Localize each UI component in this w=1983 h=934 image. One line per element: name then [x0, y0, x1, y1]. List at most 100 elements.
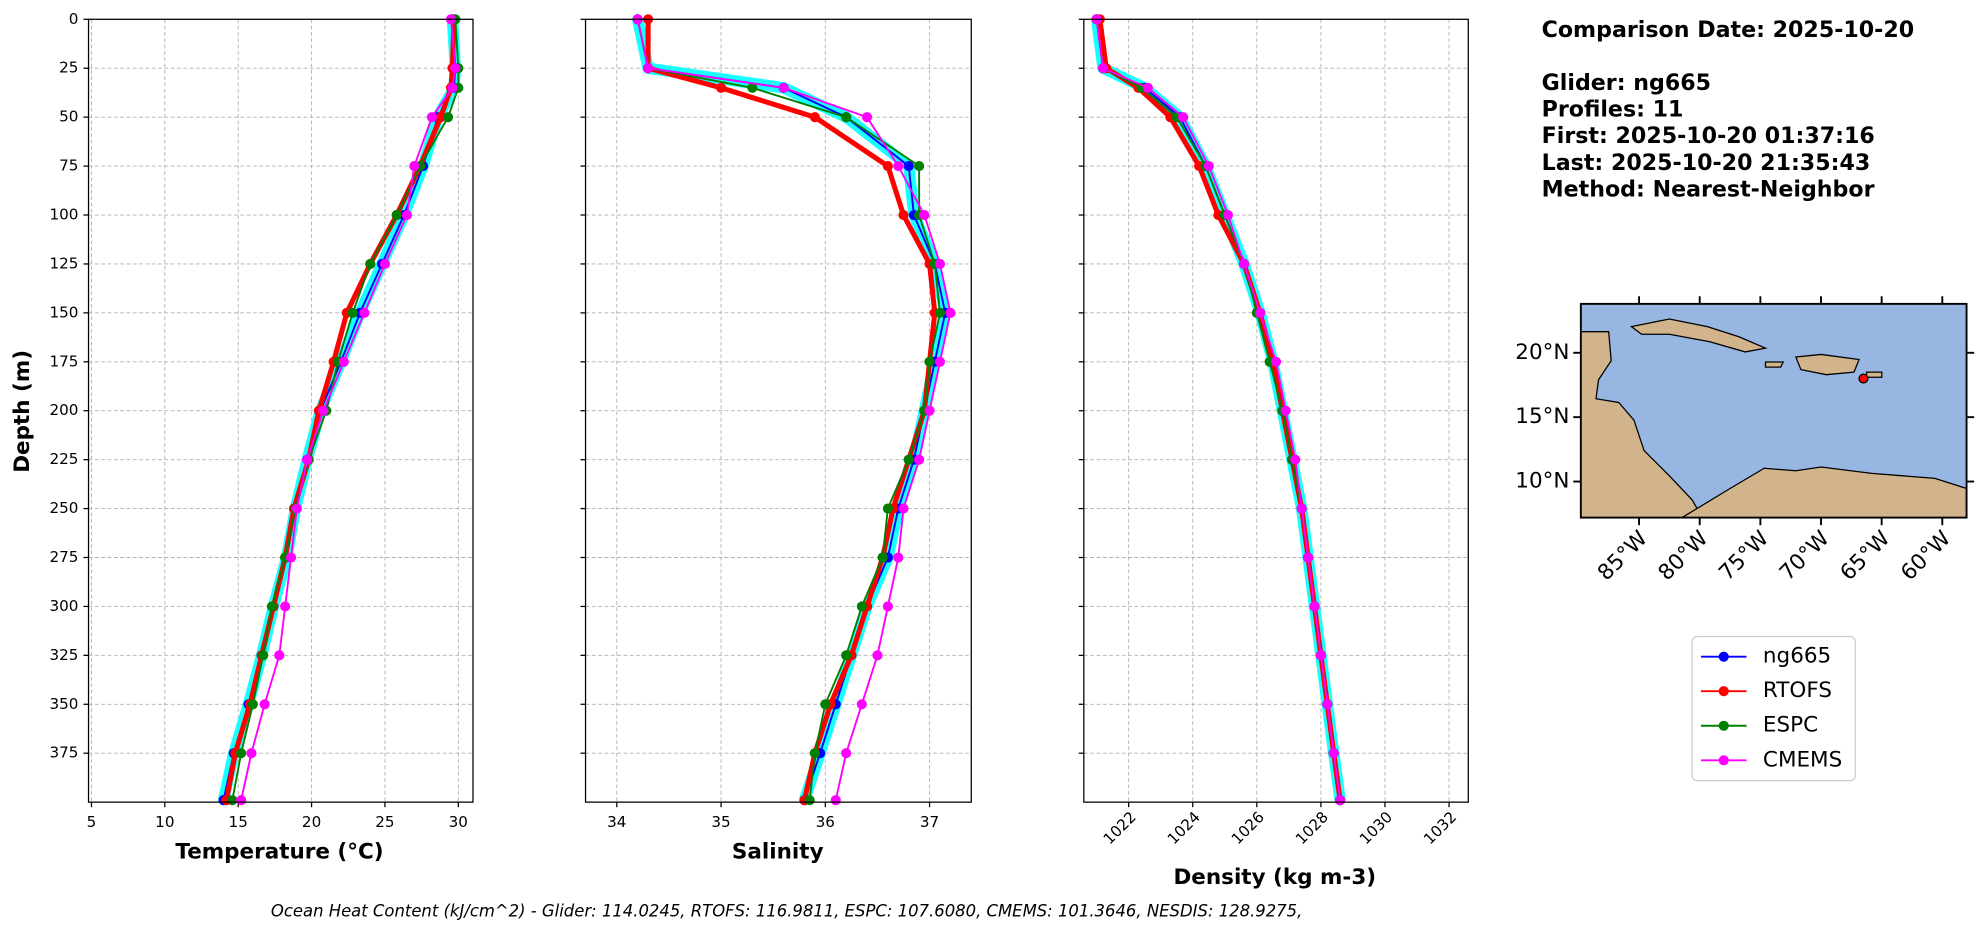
profile-marker — [1238, 258, 1250, 270]
plot-frame — [1083, 18, 1469, 803]
y-tick-label: 100 — [49, 206, 78, 224]
y-tick-label: 275 — [49, 548, 78, 566]
legend-marker — [1718, 755, 1729, 766]
profile-line — [636, 19, 941, 801]
y-tick-label: 350 — [49, 695, 78, 713]
profile-marker — [302, 454, 313, 465]
profile-marker — [442, 112, 454, 123]
profile-marker — [1203, 161, 1214, 172]
profile-marker — [778, 82, 789, 93]
info-block: Comparison Date: 2025-10-20 Glider: ng66… — [1542, 17, 1915, 202]
y-tick-label: 125 — [49, 254, 78, 272]
profile-marker — [945, 307, 956, 318]
y-tick-label: 150 — [49, 303, 78, 321]
profile-marker — [830, 795, 841, 806]
profile-line — [1097, 18, 1343, 801]
profile-marker — [820, 699, 831, 710]
profile-band — [1090, 18, 1346, 801]
info-text: Profiles: 11 — [1542, 97, 1684, 123]
legend-marker — [1718, 651, 1729, 662]
profile-marker — [1254, 307, 1266, 318]
profile-marker — [882, 601, 893, 612]
x-tick-label: 10 — [155, 813, 174, 831]
profile-marker — [898, 209, 909, 221]
profile-marker — [359, 307, 370, 318]
x-tick-label: 1022 — [1100, 808, 1140, 848]
y-tick-label: 15°N — [1515, 404, 1569, 429]
x-tick-label: 1032 — [1420, 808, 1460, 848]
info-text: Method: Nearest-Neighbor — [1542, 176, 1875, 202]
info-text: First: 2025-10-20 01:37:16 — [1542, 123, 1875, 149]
x-tick-label: 36 — [816, 813, 835, 831]
profile-marker — [259, 699, 270, 710]
profile-marker — [447, 82, 458, 93]
profile-marker — [893, 552, 904, 563]
profile-marker — [716, 82, 727, 93]
profile-marker — [841, 748, 852, 759]
profile-marker — [903, 454, 914, 465]
profile-marker — [450, 63, 461, 74]
profile-line — [231, 19, 460, 801]
profile-marker — [856, 699, 867, 710]
x-tick-label: 37 — [920, 813, 939, 831]
profile-marker — [914, 454, 925, 465]
x-tick-label: 30 — [449, 813, 468, 831]
profile-line — [1095, 19, 1342, 801]
legend-label: RTOFS — [1763, 678, 1832, 703]
map — [1579, 302, 1968, 519]
y-tick-label: 375 — [49, 744, 78, 762]
legend-marker — [1718, 720, 1729, 731]
profile-marker — [1280, 405, 1291, 416]
land-cuba — [1629, 318, 1768, 353]
x-tick-label: 65°W — [1836, 526, 1896, 586]
y-tick-label: 0 — [69, 10, 79, 28]
x-tick-label: 70°W — [1775, 526, 1835, 586]
profile-marker — [409, 161, 420, 172]
profile-marker — [1328, 748, 1339, 759]
y-tick-label: 75 — [59, 157, 78, 175]
legend-label: ng665 — [1763, 644, 1831, 669]
y-tick-label: 25 — [59, 59, 78, 77]
y-tick-label: 175 — [49, 352, 78, 370]
x-tick-label: 1028 — [1292, 808, 1332, 848]
x-tick-label: 1030 — [1356, 808, 1396, 848]
profile-marker — [347, 307, 358, 318]
legend-marker — [1718, 686, 1729, 697]
x-tick-label: 20 — [302, 813, 321, 831]
profile-line — [1095, 19, 1342, 801]
plot-frame — [87, 18, 474, 803]
profile-line — [1095, 19, 1342, 801]
y-tick-label: 10°N — [1515, 469, 1569, 494]
profile-marker — [841, 112, 852, 123]
plot-frame — [584, 18, 972, 803]
profile-marker — [274, 650, 285, 661]
profile-marker — [285, 552, 297, 563]
profile-line — [223, 19, 457, 801]
x-tick-label: 1024 — [1164, 808, 1204, 848]
y-tick-label: 20°N — [1515, 340, 1569, 365]
x-tick-label: 34 — [607, 813, 626, 831]
info-text: Last: 2025-10-20 21:35:43 — [1542, 150, 1871, 176]
land — [1580, 318, 1968, 519]
x-tick-label: 1026 — [1228, 808, 1268, 848]
y-tick-label: 200 — [49, 401, 78, 419]
x-axis-label: Salinity — [732, 840, 824, 865]
legend-label: CMEMS — [1763, 747, 1842, 772]
x-tick-label: 35 — [711, 813, 730, 831]
profile-marker — [379, 258, 391, 270]
info-text: Comparison Date: 2025-10-20 — [1542, 17, 1915, 43]
profile-marker — [1296, 503, 1307, 514]
y-tick-label: 300 — [49, 597, 78, 615]
x-tick-label: 85°W — [1593, 526, 1653, 586]
profile-marker — [236, 748, 247, 759]
profile-band — [632, 18, 951, 802]
profile-marker — [1303, 552, 1314, 563]
profile-marker — [258, 650, 269, 661]
profile-marker — [924, 405, 935, 416]
y-tick-label: 50 — [59, 108, 78, 126]
profile-line — [636, 19, 947, 801]
y-tick-label: 250 — [49, 499, 78, 517]
profile-marker — [391, 209, 402, 221]
profile-marker — [882, 161, 893, 172]
profile-marker — [747, 82, 758, 93]
